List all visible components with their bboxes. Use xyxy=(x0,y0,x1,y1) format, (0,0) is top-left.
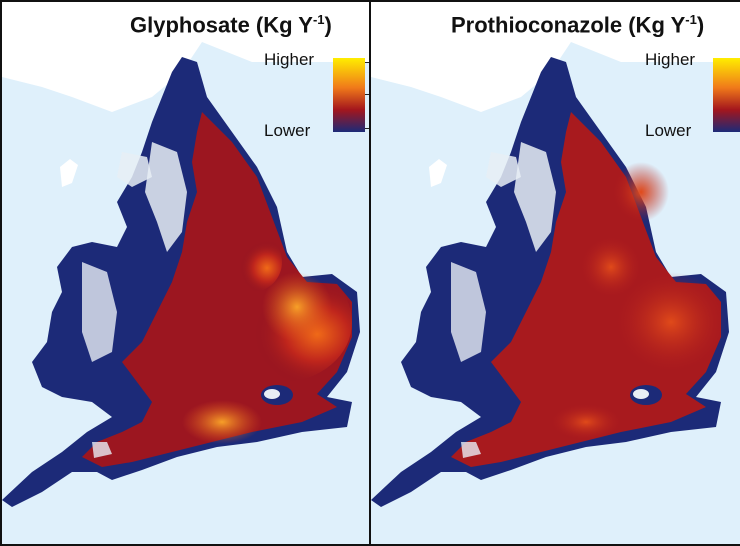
prothioconazole-map xyxy=(371,2,740,507)
title-end: ) xyxy=(324,12,332,38)
wales-uplands xyxy=(82,262,117,362)
title-text: Glyphosate (Kg Y xyxy=(130,12,313,38)
pennines xyxy=(514,142,556,252)
dartmoor xyxy=(461,442,481,458)
glyphosate-map xyxy=(2,2,369,507)
wales-uplands xyxy=(451,262,486,362)
title-superscript: -1 xyxy=(685,12,697,27)
legend-low-label: Lower xyxy=(264,121,311,140)
legend-high-label: Higher xyxy=(264,50,315,69)
legend-color-ramp xyxy=(333,58,365,132)
scotland-landmass xyxy=(2,2,369,112)
title-end: ) xyxy=(696,12,705,38)
legend-tick xyxy=(365,94,369,95)
dartmoor xyxy=(92,442,112,458)
legend-low-label: Lower xyxy=(645,121,692,140)
legend-color-ramp xyxy=(713,58,740,132)
title-superscript: -1 xyxy=(312,12,325,27)
lake-district xyxy=(117,152,152,187)
legend-high-label: Higher xyxy=(645,50,696,69)
legend-tick xyxy=(365,62,369,63)
isle-of-man xyxy=(429,159,447,187)
pennines xyxy=(145,142,187,252)
prothioconazole-title: Prothioconazole (Kg Y-1) xyxy=(451,12,704,38)
glyphosate-map-panel: Glyphosate (Kg Y-1) Higher Lower xyxy=(0,0,371,546)
prothioconazole-map-panel: Prothioconazole (Kg Y-1) Higher Lower xyxy=(369,0,740,546)
lake-district xyxy=(486,152,521,187)
isle-of-man xyxy=(60,159,78,187)
lowland-arable-zone xyxy=(451,112,721,467)
glyphosate-title: Glyphosate (Kg Y-1) xyxy=(130,12,332,38)
legend-tick xyxy=(365,128,369,129)
scotland-landmass xyxy=(371,2,740,112)
title-text: Prothioconazole (Kg Y xyxy=(451,12,686,38)
